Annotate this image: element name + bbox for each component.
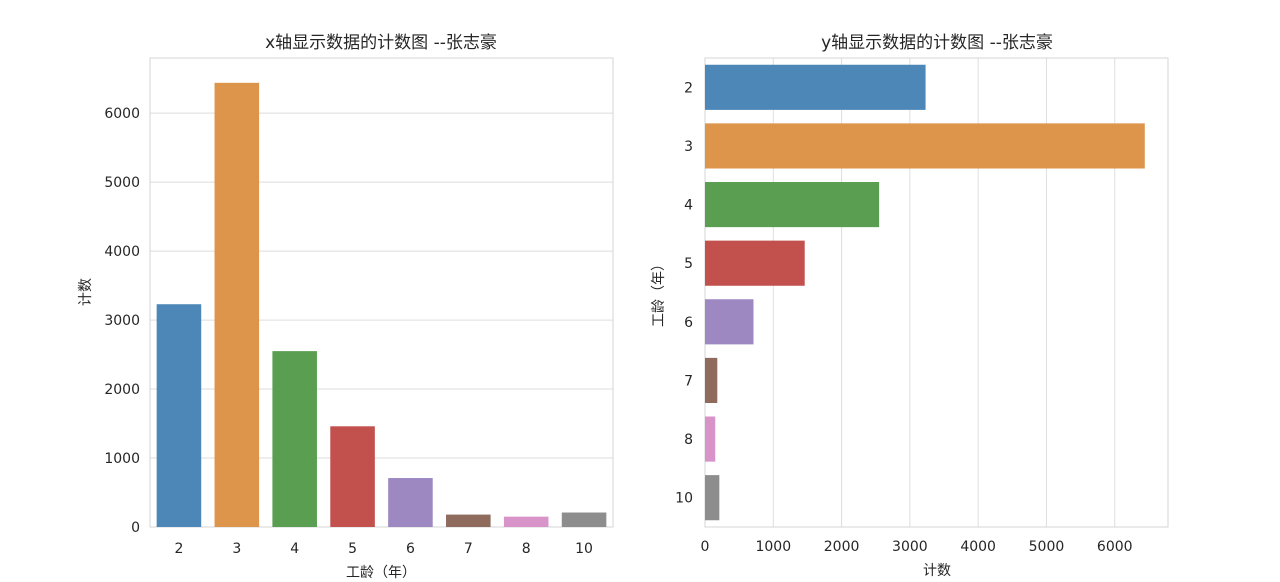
left-bar-5 (330, 426, 375, 527)
left-x-tick-labels: 2 3 4 5 6 7 8 10 (174, 541, 593, 557)
left-y-tick-label: 1000 (104, 451, 140, 467)
left-bar-8 (503, 516, 549, 527)
left-x-tick-label: 4 (290, 541, 299, 557)
left-bar-3 (214, 82, 260, 528)
left-bar-7 (446, 514, 491, 527)
right-chart-title: y轴显示数据的计数图 --张志豪 (821, 32, 1053, 53)
right-y-tick-label: 7 (684, 373, 693, 389)
left-y-tick-labels: 0 1000 2000 3000 4000 5000 6000 (104, 106, 140, 536)
right-x-tick-label: 2000 (824, 539, 860, 555)
right-x-tick-label: 4000 (960, 539, 996, 555)
left-y-tick-label: 5000 (104, 175, 140, 191)
left-y-tick-label: 2000 (104, 382, 140, 398)
left-bar-2 (156, 304, 202, 527)
right-bar-5 (705, 240, 805, 286)
right-bar-2 (705, 64, 926, 110)
left-bar-6 (388, 478, 433, 527)
left-y-tick-label: 3000 (104, 313, 140, 329)
right-y-tick-labels: 2 3 4 5 6 7 8 10 (675, 80, 693, 506)
right-bar-3 (705, 123, 1145, 169)
left-y-tick-label: 6000 (104, 106, 140, 122)
left-plot-frame (149, 57, 614, 528)
left-y-axis-label: 计数 (78, 278, 94, 306)
right-x-tick-labels: 0 1000 2000 3000 4000 5000 6000 (701, 539, 1133, 555)
right-x-tick-label: 1000 (755, 539, 791, 555)
right-x-tick-label: 6000 (1097, 539, 1133, 555)
right-plot-frame (704, 57, 1169, 528)
left-y-tick-label: 4000 (104, 244, 140, 260)
right-y-tick-label: 6 (684, 315, 693, 331)
right-bar-10 (705, 475, 720, 521)
right-y-tick-label: 3 (684, 139, 693, 155)
left-x-tick-label: 5 (348, 541, 357, 557)
right-y-tick-label: 5 (684, 256, 693, 272)
left-bar-10 (561, 512, 607, 527)
right-y-axis-label: 工龄（年） (651, 257, 667, 327)
left-chart-title: x轴显示数据的计数图 --张志豪 (265, 32, 497, 53)
right-y-tick-label: 8 (684, 432, 693, 448)
right-x-tick-label: 5000 (1029, 539, 1065, 555)
left-x-tick-label: 10 (575, 541, 593, 557)
right-bar-4 (705, 181, 880, 228)
right-y-tick-label: 4 (684, 198, 693, 214)
right-bar-6 (705, 299, 754, 345)
left-x-tick-label: 7 (464, 541, 473, 557)
left-x-tick-label: 2 (174, 541, 183, 557)
right-bar-8 (705, 416, 716, 462)
right-y-tick-label: 10 (675, 491, 693, 507)
left-x-axis-label: 工龄（年） (346, 565, 416, 581)
right-bars (705, 64, 1145, 521)
left-x-tick-label: 6 (406, 541, 415, 557)
right-x-tick-label: 0 (701, 539, 710, 555)
right-x-tick-label: 3000 (892, 539, 928, 555)
right-bar-7 (705, 357, 718, 404)
right-y-tick-label: 2 (684, 80, 693, 96)
left-y-tick-label: 0 (131, 520, 140, 536)
right-chart: y轴显示数据的计数图 --张志豪 0 1000 2000 3000 4000 5000 60… (651, 32, 1169, 579)
left-bars (156, 82, 607, 528)
left-chart: x轴显示数据的计数图 --张志豪 2 3 4 5 6 7 8 10 0 1000 2000 3000… (78, 32, 614, 581)
left-bar-4 (272, 351, 317, 527)
left-x-tick-label: 8 (522, 541, 531, 557)
left-x-tick-label: 3 (232, 541, 241, 557)
right-x-axis-label: 计数 (923, 563, 951, 579)
